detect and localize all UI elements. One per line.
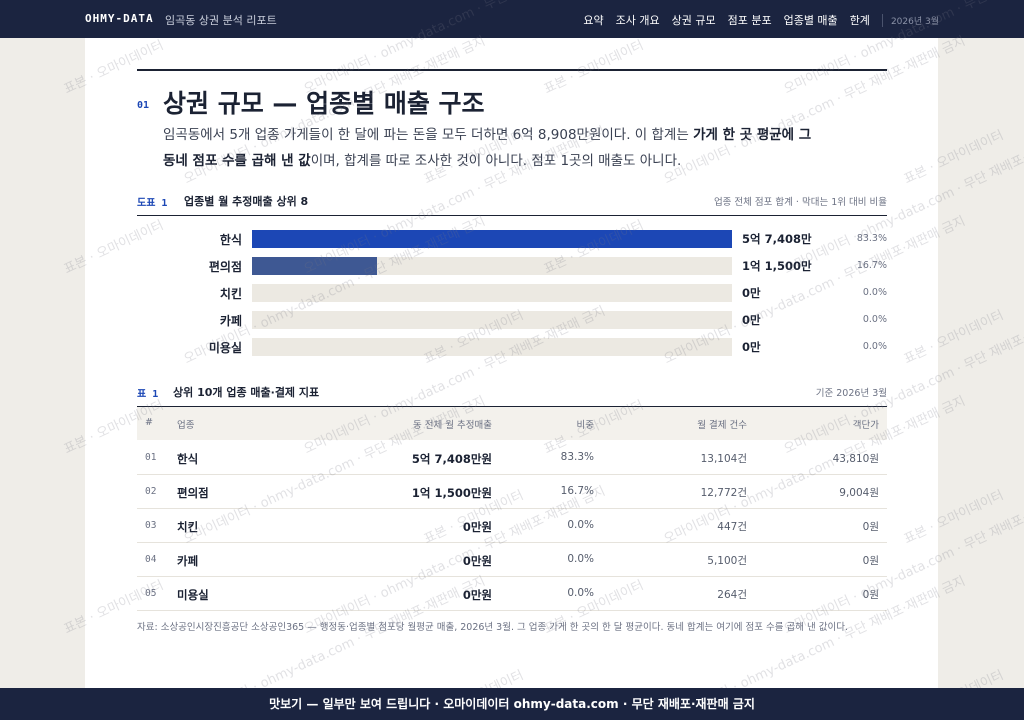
category-label: 미용실	[208, 341, 242, 355]
lead-part: 임곡동에서 5개 업종 가게들이 한 달에 파는 돈을 모두 더하면 6억 8,…	[163, 127, 694, 143]
cell: 04	[145, 554, 157, 565]
rule	[137, 69, 887, 71]
cell: 01	[145, 452, 157, 463]
column-header: 업종	[177, 420, 195, 431]
bar-track	[252, 338, 732, 356]
bar	[252, 257, 378, 275]
share-label: 0.0%	[862, 341, 887, 352]
figure-label: 도표 1	[137, 198, 168, 209]
table-title: 상위 10개 업종 매출·결제 지표	[173, 386, 320, 399]
column-header: 비중	[576, 420, 594, 431]
cell: 13,104건	[700, 453, 747, 465]
cell: 0원	[862, 555, 879, 567]
cell: 9,004원	[839, 487, 879, 499]
cell: 0만원	[462, 588, 492, 602]
bar-track	[252, 284, 732, 302]
value-label: 5억 7,408만	[742, 232, 812, 246]
cell: 12,772건	[700, 487, 747, 499]
lead: 임곡동에서 5개 업종 가게들이 한 달에 파는 돈을 모두 더하면 6억 8,…	[163, 122, 813, 174]
value-label: 0만	[742, 313, 761, 327]
share-label: 16.7%	[856, 260, 887, 271]
cell: 264건	[717, 589, 747, 601]
table-header-bg	[137, 407, 887, 440]
table-label: 표 1	[137, 389, 159, 400]
section-title: 상권 규모 — 업종별 매출 구조	[163, 89, 485, 118]
share-label: 0.0%	[862, 287, 887, 298]
top-bar: OHMY-DATA 임곡동 상권 분석 리포트 요약 조사 개요 상권 규모 점포 분…	[0, 0, 1024, 38]
category-label: 한식	[219, 233, 242, 247]
category-label: 카페	[219, 314, 242, 328]
share-label: 0.0%	[862, 314, 887, 325]
value-label: 1억 1,500만	[742, 259, 812, 273]
cell: 03	[145, 520, 157, 531]
table-note: 기준 2026년 3월	[815, 388, 887, 399]
subtitle: 임곡동 상권 분석 리포트	[165, 14, 277, 27]
nav-link[interactable]: 상권 규모	[671, 14, 716, 27]
category-label: 치킨	[219, 287, 242, 301]
rule	[137, 215, 887, 216]
cell: 치킨	[177, 520, 199, 534]
cell: 5,100건	[707, 555, 747, 567]
cell: 05	[145, 588, 157, 599]
nav: 요약 조사 개요 상권 규모 점포 분포 업종별 매출 한계 2026년 3월	[583, 12, 939, 28]
category-label: 편의점	[208, 260, 242, 274]
value-label: 0만	[742, 286, 761, 300]
cell: 0만원	[462, 520, 492, 534]
cell: 미용실	[177, 588, 209, 602]
cell: 0.0%	[567, 553, 594, 565]
rule	[137, 406, 887, 407]
cell: 0.0%	[567, 519, 594, 531]
column-header: #	[145, 417, 153, 428]
cell: 0.0%	[567, 587, 594, 599]
cell: 0원	[862, 589, 879, 601]
cell: 0원	[862, 521, 879, 533]
nav-link[interactable]: 조사 개요	[615, 14, 660, 27]
cell: 1억 1,500만원	[411, 486, 492, 500]
date: 2026년 3월	[881, 13, 939, 27]
section-number: 01	[137, 100, 150, 111]
share-label: 83.3%	[856, 233, 887, 244]
bar	[252, 230, 732, 248]
value-label: 0만	[742, 340, 761, 354]
cell: 카페	[177, 554, 199, 568]
cell: 02	[145, 486, 157, 497]
cell: 43,810원	[832, 453, 879, 465]
lead-part: 이며, 합계를 따로 조사한 것이 아니다. 점포 1곳의 매출도 아니다.	[310, 153, 682, 169]
row-rule	[137, 474, 887, 475]
column-header: 객단가	[852, 420, 879, 431]
row-rule	[137, 576, 887, 577]
brand: OHMY-DATA	[85, 12, 154, 25]
cell: 447건	[717, 521, 747, 533]
row-rule	[137, 542, 887, 543]
nav-link[interactable]: 요약	[583, 14, 604, 27]
cell: 83.3%	[560, 451, 594, 463]
sheet	[85, 38, 938, 688]
nav-link[interactable]: 한계	[849, 14, 870, 27]
row-rule	[137, 508, 887, 509]
chart-note: 업종 전체 점포 합계 · 막대는 1위 대비 비율	[713, 197, 887, 208]
source: 자료: 소상공인시장진흥공단 소상공인365 — 행정동·업종별 점포당 월평균…	[137, 622, 849, 633]
nav-link[interactable]: 점포 분포	[727, 14, 772, 27]
cell: 편의점	[177, 486, 209, 500]
nav-link[interactable]: 업종별 매출	[783, 14, 838, 27]
chart-title: 업종별 월 추정매출 상위 8	[184, 195, 309, 208]
footer: 맛보기 — 일부만 보여 드립니다 · 오마이데이터 ohmy-data.com…	[0, 688, 1024, 720]
cell: 16.7%	[560, 485, 594, 497]
column-header: 월 결제 건수	[697, 420, 747, 431]
row-rule	[137, 610, 887, 611]
cell: 0만원	[462, 554, 492, 568]
lead-part: 가게 한 곳 평균에 그 동네 점포 수를 곱해 낸 값	[163, 127, 812, 169]
cell: 5억 7,408만원	[411, 452, 492, 466]
cell: 한식	[177, 452, 199, 466]
bar-track	[252, 311, 732, 329]
column-header: 동 전체 월 추정매출	[413, 420, 492, 431]
